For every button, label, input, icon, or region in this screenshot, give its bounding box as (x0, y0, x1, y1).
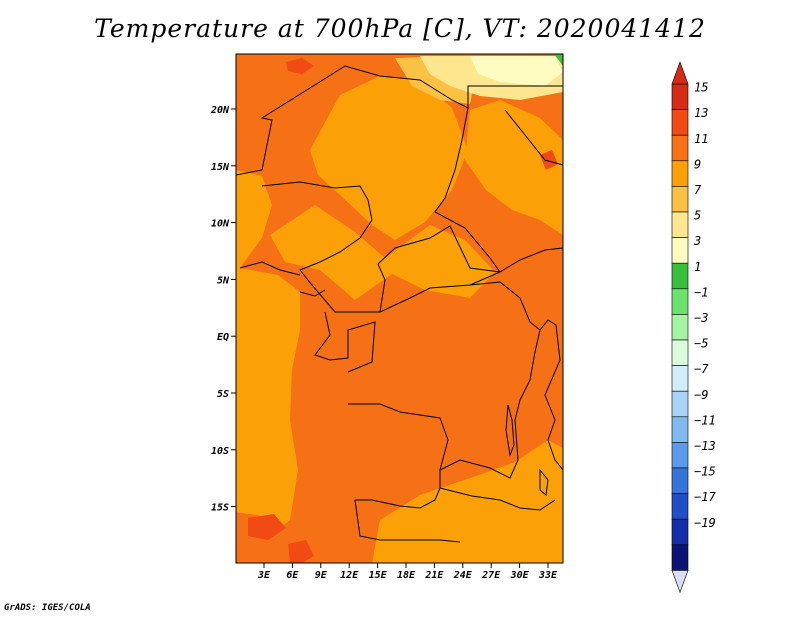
lat-label: 15N (211, 162, 230, 173)
colorbar-over-arrow (671, 61, 689, 85)
field-13-15-d (540, 150, 558, 170)
border-drc-north (379, 281, 541, 331)
lat-label: EQ (217, 332, 229, 343)
border-angola (348, 403, 449, 509)
colorbar-label: −13 (694, 439, 716, 453)
colorbar-segment (671, 237, 689, 264)
colorbar-label: −5 (694, 337, 708, 351)
lon-label: 12E (340, 570, 359, 581)
colorbar-segment (671, 109, 689, 136)
longitude-axis: 3E 6E 9E 12E 15E 18E 21E 24E 27E 30E 33E (257, 563, 558, 581)
lat-label: 20N (210, 105, 230, 116)
colorbar-segment (671, 544, 689, 571)
border-namibia (354, 499, 461, 543)
border-chad-sudan (434, 107, 501, 286)
colorbar-segment (671, 262, 689, 290)
colorbar-label: 9 (694, 157, 701, 171)
colorbar-segment (671, 518, 689, 546)
colorbar-label: −15 (694, 465, 716, 479)
credit-text: GrADS: IGES/COLA (4, 603, 91, 613)
lat-label: 10N (211, 219, 230, 230)
lon-label: 24E (453, 570, 473, 581)
field-9-11-south (372, 440, 563, 563)
colorbar-segment (671, 314, 689, 341)
lon-label: 21E (424, 570, 444, 581)
temperature-field (236, 54, 563, 563)
field-9-11-west (236, 170, 300, 563)
colorbar-segment (671, 211, 689, 238)
coast-west-small-1 (299, 289, 326, 297)
colorbar-segment (671, 288, 689, 315)
lat-label: 5S (217, 389, 229, 400)
lake-tanganyika (505, 404, 515, 457)
border-zambia (439, 487, 556, 511)
lat-label: 15S (211, 503, 229, 514)
lon-label: 18E (397, 570, 416, 581)
map-title: Temperature at 700hPa [C], VT: 202004141… (94, 14, 706, 43)
border-east-lakes (539, 319, 563, 471)
colorbar-segment (671, 186, 689, 213)
colorbar-label: 15 (694, 81, 708, 95)
border-sudan-east (504, 109, 563, 166)
colorbar-segment (671, 493, 689, 520)
border-cameroon (299, 219, 380, 313)
colorbar-label: 11 (694, 132, 708, 146)
field-9-11-east (465, 100, 563, 235)
colorbar-label: 13 (694, 106, 708, 120)
colorbar-label: −9 (694, 388, 708, 402)
field-3-5 (470, 56, 563, 86)
lon-label: 27E (481, 570, 501, 581)
colorbar-segment (671, 390, 689, 418)
border-sahel (236, 65, 563, 176)
lon-label: 9E (315, 570, 328, 581)
colorbar-segment (671, 365, 689, 392)
colorbar-segment (671, 83, 689, 110)
lon-label: 33E (538, 570, 558, 581)
field-13-15-b (248, 514, 286, 540)
colorbar-segment (671, 467, 689, 494)
lat-label: 10S (211, 446, 229, 457)
border-car (377, 225, 501, 313)
colorbar-label: −17 (694, 490, 716, 504)
field-9-11-center (270, 205, 495, 300)
country-borders (236, 65, 563, 543)
colorbar-label: −11 (694, 413, 716, 427)
lon-label: 15E (369, 570, 388, 581)
colorbar-label: 3 (693, 234, 701, 248)
colorbar-label: −1 (694, 285, 708, 299)
border-ethiopia (499, 247, 563, 273)
border-nigeria-niger (261, 181, 373, 221)
lon-label: 3E (257, 570, 271, 581)
field-9-11-north (310, 76, 468, 240)
field-1-3 (554, 54, 563, 66)
colorbar-label: −3 (694, 311, 708, 325)
colorbar: 15 13 11 9 7 5 3 1 −1 −3 −5 −7 −9 −11 −13 −15 −17 −19 (671, 61, 716, 594)
colorbar-segment (671, 416, 689, 443)
border-gabon-congo (314, 311, 376, 373)
lake-nyasa (539, 468, 549, 496)
colorbar-segment (671, 339, 689, 366)
border-drc-east (439, 329, 541, 479)
lat-label: 5N (217, 275, 230, 286)
colorbar-label: 7 (694, 183, 702, 197)
field-13-15-a (286, 58, 314, 74)
field-13-15-c (288, 540, 314, 563)
colorbar-under-arrow (671, 570, 689, 594)
colorbar-segment (671, 160, 689, 187)
lon-label: 30E (510, 570, 530, 581)
colorbar-label: 5 (694, 209, 701, 223)
colorbar-label: 1 (694, 260, 701, 274)
colorbar-label: −7 (694, 362, 709, 376)
coast-west-small-2 (239, 261, 301, 276)
colorbar-label: −19 (694, 516, 716, 530)
colorbar-segment (671, 134, 689, 162)
map-frame (235, 53, 564, 564)
lon-label: 6E (286, 570, 299, 581)
colorbar-segment (671, 442, 689, 469)
latitude-axis: 20N 15N 10N 5N EQ 5S 10S 15S (210, 105, 236, 514)
